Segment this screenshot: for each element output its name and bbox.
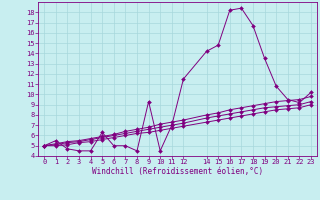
X-axis label: Windchill (Refroidissement éolien,°C): Windchill (Refroidissement éolien,°C) xyxy=(92,167,263,176)
